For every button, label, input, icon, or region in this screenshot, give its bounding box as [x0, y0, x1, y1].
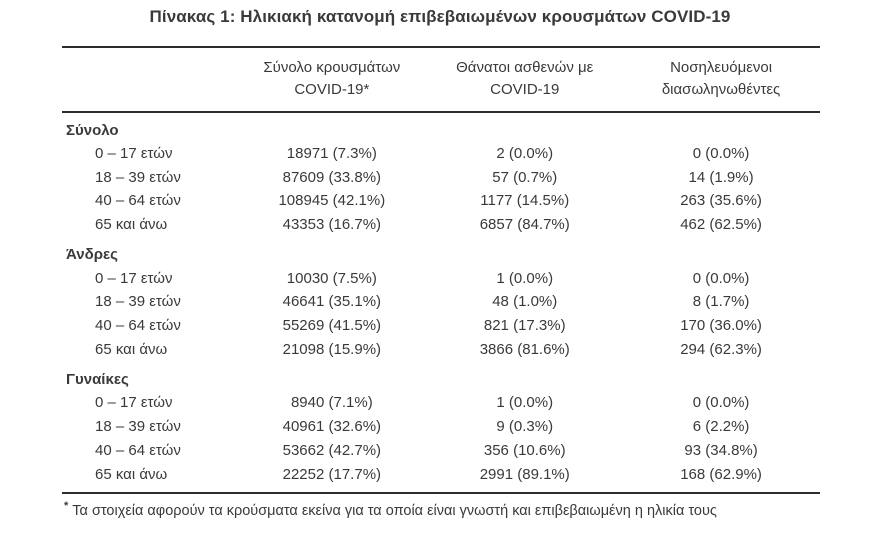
table-row: 65 και άνω 21098 (15.9%) 3866 (81.6%) 294 (…	[62, 338, 820, 362]
age-group-label: 65 και άνω	[95, 465, 168, 483]
deaths-value: 48 (1.0%)	[492, 293, 558, 311]
header-total-cases-line1: Σύνολο κρουσμάτων	[263, 59, 401, 76]
table-row: 18 – 39 ετών 46641 (35.1%) 48 (1.0%) 8 (1.7…	[62, 291, 820, 315]
age-group-label: 40 – 64 ετών	[95, 441, 181, 459]
section-row: Γυναίκες	[62, 362, 820, 392]
intubated-value: 93 (34.8%)	[684, 441, 758, 459]
intubated-value: 294 (62.3%)	[680, 340, 762, 358]
intubated-value: 168 (62.9%)	[680, 465, 762, 483]
table-row: 0 – 17 ετών 8940 (7.1%) 1 (0.0%) 0 (0.0%)	[62, 392, 820, 416]
footnote-asterisk: *	[64, 499, 69, 512]
cases-value: 8940 (7.1%)	[290, 394, 373, 412]
deaths-value: 2991 (89.1%)	[479, 465, 570, 483]
deaths-value: 57 (0.7%)	[492, 168, 558, 186]
deaths-value: 6857 (84.7%)	[479, 216, 570, 233]
section-label: Άνδρες	[66, 246, 118, 264]
table-row: 65 και άνω 22252 (17.7%) 2991 (89.1%) 168 (…	[62, 463, 820, 487]
cases-value: 40961 (32.6%)	[282, 418, 382, 435]
intubated-value: 8 (1.7%)	[692, 293, 750, 311]
age-distribution-table: Σύνολο κρουσμάτων COVID-19* Θάνατοι ασθε…	[62, 46, 820, 519]
cases-value: 87609 (33.8%)	[282, 168, 382, 186]
table-row: 40 – 64 ετών 108945 (42.1%) 1177 (14.5%) 26…	[62, 190, 820, 214]
header-intubated: Νοσηλευόμενοι διασωληνωθέντες	[622, 47, 820, 112]
intubated-value: 14 (1.9%)	[688, 168, 754, 186]
table-row: 40 – 64 ετών 55269 (41.5%) 821 (17.3%) 170 …	[62, 315, 820, 339]
section-row: Άνδρες	[62, 237, 820, 267]
age-group-label: 40 – 64 ετών	[95, 317, 181, 334]
cases-value: 53662 (42.7%)	[282, 441, 382, 459]
cases-value: 21098 (15.9%)	[282, 340, 382, 358]
age-group-label: 65 και άνω	[95, 216, 168, 233]
age-group-label: 18 – 39 ετών	[95, 168, 181, 186]
header-deaths: Θάνατοι ασθενών με COVID-19	[427, 47, 622, 112]
header-total-cases-line2: COVID-19*	[294, 80, 370, 98]
deaths-value: 1 (0.0%)	[496, 269, 554, 287]
header-total-cases: Σύνολο κρουσμάτων COVID-19*	[236, 47, 427, 112]
deaths-value: 9 (0.3%)	[496, 418, 554, 435]
age-group-label: 40 – 64 ετών	[95, 192, 181, 210]
data-table: Σύνολο κρουσμάτων COVID-19* Θάνατοι ασθε…	[62, 46, 820, 487]
header-deaths-line2: COVID-19	[490, 80, 560, 98]
age-group-label: 0 – 17 ετών	[95, 269, 173, 287]
section-row: Σύνολο	[62, 112, 820, 143]
footnote-text: Τα στοιχεία αφορούν τα κρούσματα εκείνα …	[72, 502, 717, 519]
intubated-value: 0 (0.0%)	[692, 269, 750, 287]
section-label: Σύνολο	[66, 121, 119, 139]
deaths-value: 2 (0.0%)	[496, 144, 554, 162]
cases-value: 22252 (17.7%)	[282, 465, 382, 483]
cases-value: 43353 (16.7%)	[282, 216, 382, 233]
deaths-value: 1 (0.0%)	[496, 394, 554, 412]
deaths-value: 356 (10.6%)	[483, 441, 566, 459]
deaths-value: 1177 (14.5%)	[480, 192, 570, 210]
cases-value: 55269 (41.5%)	[282, 317, 382, 334]
cases-value: 10030 (7.5%)	[286, 269, 377, 287]
intubated-value: 263 (35.6%)	[680, 192, 762, 210]
intubated-value: 0 (0.0%)	[692, 394, 750, 412]
header-empty	[62, 47, 236, 112]
table-body: Σύνολο 0 – 17 ετών 18971 (7.3%) 2 (0.0%) 0 (…	[62, 112, 820, 487]
table-row: 65 και άνω 43353 (16.7%) 6857 (84.7%) 462 (…	[62, 214, 820, 238]
table-row: 18 – 39 ετών 87609 (33.8%) 57 (0.7%) 14 (1.…	[62, 166, 820, 190]
age-group-label: 18 – 39 ετών	[95, 293, 181, 311]
age-group-label: 65 και άνω	[95, 340, 168, 358]
table-row: 0 – 17 ετών 10030 (7.5%) 1 (0.0%) 0 (0.0%)	[62, 267, 820, 291]
table-header: Σύνολο κρουσμάτων COVID-19* Θάνατοι ασθε…	[62, 47, 820, 112]
table-row: 40 – 64 ετών 53662 (42.7%) 356 (10.6%) 93 (…	[62, 439, 820, 463]
deaths-value: 3866 (81.6%)	[479, 340, 570, 358]
table-title: Πίνακας 1: Ηλικιακή κατανομή επιβεβαιωμέ…	[149, 7, 731, 26]
intubated-value: 0 (0.0%)	[692, 144, 750, 162]
section-label: Γυναίκες	[66, 371, 129, 388]
header-intubated-line1: Νοσηλευόμενοι	[670, 59, 773, 76]
footnote: * Τα στοιχεία αφορούν τα κρούσματα εκείνα…	[62, 491, 820, 519]
age-group-label: 0 – 17 ετών	[95, 394, 173, 412]
header-deaths-line1: Θάνατοι ασθενών με	[456, 59, 594, 76]
cases-value: 108945 (42.1%)	[278, 192, 386, 210]
age-group-label: 18 – 39 ετών	[95, 418, 181, 435]
intubated-value: 6 (2.2%)	[692, 418, 750, 435]
table-row: 0 – 17 ετών 18971 (7.3%) 2 (0.0%) 0 (0.0%)	[62, 142, 820, 166]
intubated-value: 462 (62.5%)	[680, 216, 762, 233]
cases-value: 18971 (7.3%)	[286, 144, 377, 162]
table-row: 18 – 39 ετών 40961 (32.6%) 9 (0.3%) 6 (2.2%…	[62, 416, 820, 440]
intubated-value: 170 (36.0%)	[680, 317, 762, 334]
deaths-value: 821 (17.3%)	[483, 317, 566, 334]
header-intubated-line2: διασωληνωθέντες	[661, 80, 781, 98]
age-group-label: 0 – 17 ετών	[95, 144, 173, 162]
cases-value: 46641 (35.1%)	[282, 293, 382, 311]
